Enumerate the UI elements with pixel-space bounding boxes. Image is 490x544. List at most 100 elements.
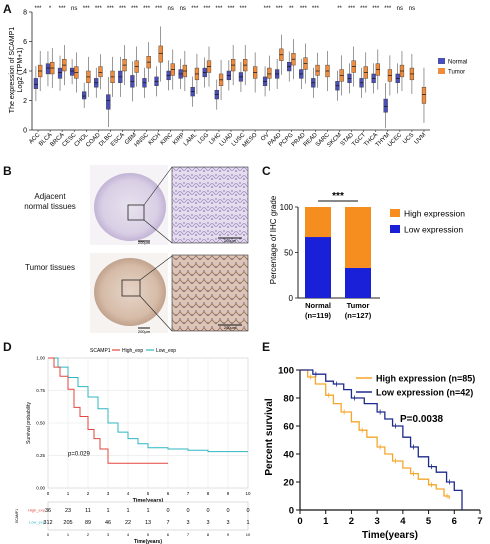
d-risk-cell: 13 [145,520,151,526]
a-y-tick-label: 8 [23,10,27,17]
d-series-low [48,357,248,453]
b-row2-label: Tumor tissues [25,263,75,272]
a-tumor-box [267,67,272,79]
e-y-tick-label: 0 [289,506,294,517]
panel-a-ylabel-1: The expression of SCAMP1 [9,27,16,113]
panel-a-chart: 02468ACC***BLCA*BRCA***CESCnsCHOL***COAD… [9,6,467,149]
c-bar-low-expression [345,267,371,298]
d-x-tick-label: 9 [227,491,230,496]
d-risk-row-label: Low_exp [29,520,46,525]
a-x-tick-label: KIRC [160,132,175,147]
a-tumor-box [421,87,427,104]
d-risk-x-tick: 9 [227,532,230,537]
legend-tumor-label: Tumor [448,70,465,76]
a-normal-box [106,94,111,110]
a-significance: ns [71,6,77,12]
e-x-tick-label: 6 [452,516,457,527]
d-risk-x-tick: 0 [47,532,50,537]
legend-normal-label: Normal [448,60,467,66]
d-x-tick-label: 6 [167,491,170,496]
a-significance: ** [337,6,342,12]
d-risk-x-tick: 4 [127,532,130,537]
d-x-tick-label: 4 [127,491,130,496]
b-row1-label-line2: normal tissues [24,202,76,211]
d-x-tick-label: 1 [67,491,70,496]
a-normal-box [57,67,63,79]
e-legend-label: High expression (n=85) [376,374,475,384]
d-risk-cell: 89 [85,520,91,526]
c-legend-swatch [390,225,400,233]
a-normal-box [45,63,51,75]
a-x-tick-label: UCS [402,132,415,145]
a-significance: *** [143,6,151,12]
c-bar-low-expression [305,237,331,298]
a-significance: ns [168,6,174,12]
e-y-tick-label: 60 [283,422,294,433]
panel-a-legend: Normal Tumor [438,58,467,76]
d-x-tick-label: 5 [147,491,150,496]
a-tumor-box [98,66,103,78]
e-series-high [300,369,450,499]
d-ylabel: Survival probability [26,402,32,444]
a-significance: *** [35,6,43,12]
a-significance: *** [312,6,320,12]
d-risk-xlabel: Time(years) [134,539,162,544]
a-x-tick-label: UVM [414,132,428,146]
d-risk-cell: 0 [246,508,249,514]
d-x-tick-label: 8 [207,491,210,496]
d-risk-cell: 46 [105,520,111,526]
panel-b-images: 200μm 200μm 200μm 200μm [90,165,249,334]
d-xlabel: Time(years) [133,498,164,504]
a-tumor-box [158,45,163,63]
c-y-tick-label: 100 [280,203,294,212]
d-risk-cell: 0 [226,508,229,514]
d-series-high [48,357,168,464]
c-significance: *** [332,191,344,202]
a-significance: *** [155,6,163,12]
a-significance: *** [276,6,284,12]
a-y-tick-label: 0 [23,128,27,135]
d-risk-table [47,501,249,531]
d-risk-cell: 23 [65,508,71,514]
d-risk-cell: 0 [186,508,189,514]
a-normal-box [383,98,388,113]
a-significance: *** [83,6,91,12]
a-significance: *** [384,6,392,12]
e-x-tick-label: 1 [323,516,329,527]
c-category-n: (n=127) [345,311,372,320]
a-y-tick-label: 2 [23,98,27,105]
c-y-tick-label: 50 [284,249,293,258]
d-risk-cell: 0 [166,508,169,514]
d-risk-x-tick: 10 [246,532,251,537]
tumor-scale-large: 200μm [224,325,237,330]
c-y-tick-label: 0 [289,294,294,303]
panel-a-ylabel-2: Log2 (TPM+1) [17,48,24,93]
d-risk-x-tick: 8 [207,532,210,537]
d-y-tick-label: 0.25 [36,453,45,458]
panel-c-chart: 0 50 100 Normal(n=119) Tumor(n=127) *** High e… [269,191,465,320]
d-x-tick-label: 7 [187,491,190,496]
a-x-tick-label: UCEC [387,132,404,149]
d-pvalue: p=0.029 [68,452,91,458]
c-legend-label: Low expression [404,225,463,235]
tumor-scale-small: 200μm [138,329,151,334]
normal-scale-small: 200μm [138,240,151,245]
d-risk-cell: 205 [63,520,72,526]
e-pvalue: P=0.0038 [400,414,444,425]
a-significance: *** [227,6,235,12]
a-significance: *** [191,6,199,12]
e-x-tick-label: 4 [400,516,406,527]
d-x-tick-label: 2 [87,491,90,496]
legend-normal-swatch [438,58,445,64]
d-risk-x-tick: 2 [87,532,90,537]
d-y-tick-label: 1.00 [36,356,45,361]
d-risk-x-tick: 3 [107,532,110,537]
a-normal-box [82,91,87,100]
d-legend-title: SCAMP1 [90,348,111,354]
a-normal-box [33,78,39,89]
a-significance: *** [240,6,248,12]
a-significance: ns [409,6,415,12]
c-bar-high-expression [305,207,331,238]
panel-c-ylabel: Percentage of IHC grade [269,195,278,284]
d-risk-cell: 312 [43,520,52,526]
